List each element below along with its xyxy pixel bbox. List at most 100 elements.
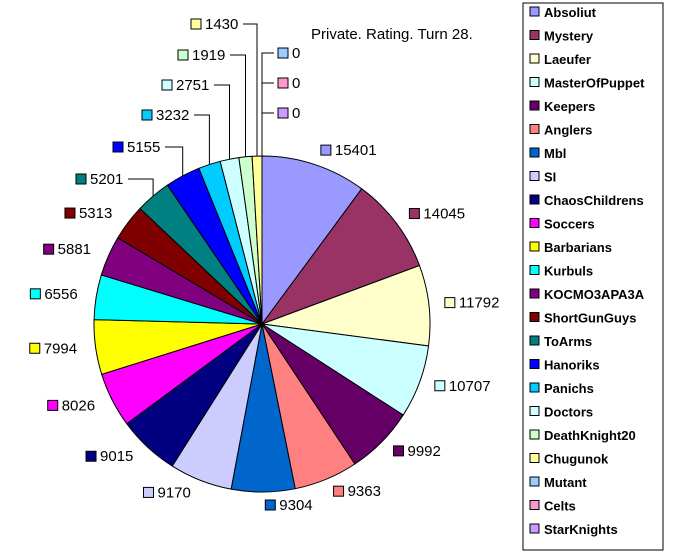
- data-label-swatch: [444, 297, 456, 309]
- data-label-value: 2751: [176, 77, 209, 94]
- legend-label: Absoliut: [544, 5, 597, 20]
- legend-label: Mystery: [544, 29, 594, 44]
- leader-line: [243, 23, 258, 157]
- data-label-doctors: 2751: [161, 77, 209, 94]
- data-labels: 15401 14045 11792 10707 9992 9363 9304 9170 9015…: [29, 16, 499, 514]
- data-label-hanoriks: 5155: [112, 139, 160, 156]
- legend-item-shortgunguys: ShortGunGuys: [529, 311, 636, 326]
- data-label-mystery: 14045: [408, 206, 465, 223]
- legend-swatch: [529, 124, 540, 134]
- legend-label: Celts: [544, 499, 576, 514]
- legend-swatch: [529, 476, 540, 487]
- data-label-kurbuls: 6556: [29, 286, 78, 303]
- data-label-swatch: [320, 144, 332, 156]
- legend-item-kocmo3apa3a: KOCMO3APA3A: [529, 287, 645, 302]
- legend-item-panichs: Panichs: [529, 381, 594, 396]
- chart-title: Private. Rating. Turn 28.: [311, 26, 473, 43]
- data-label-swatch: [75, 173, 87, 185]
- legend-item-doctors: Doctors: [529, 405, 593, 420]
- legend-swatch: [529, 429, 540, 440]
- legend-box: [522, 2, 664, 551]
- legend-swatch: [529, 523, 540, 534]
- data-label-swatch: [333, 485, 345, 497]
- legend-item-hanoriks: Hanoriks: [529, 358, 600, 373]
- data-label-barbarians: 7994: [29, 340, 77, 357]
- legend-label: Laeufer: [544, 52, 591, 67]
- legend-item-anglers: Anglers: [529, 123, 592, 138]
- data-label-swatch: [29, 288, 41, 300]
- legend-swatch: [529, 288, 540, 299]
- legend-swatch: [529, 406, 540, 416]
- data-label-value: 8026: [62, 397, 95, 414]
- legend-swatch: [529, 6, 540, 17]
- data-label-swatch: [141, 109, 153, 121]
- data-label-swatch: [43, 243, 55, 255]
- legend-item-laeufer: Laeufer: [529, 52, 591, 67]
- legend-item-barbarians: Barbarians: [529, 240, 612, 255]
- data-label-value: 0: [292, 45, 300, 62]
- data-label-value: 9304: [279, 497, 312, 514]
- data-label-starknights: 0: [277, 105, 300, 122]
- data-label-mbl: 9304: [264, 497, 313, 514]
- data-label-value: 1919: [192, 47, 225, 64]
- legend-swatch: [529, 453, 540, 463]
- data-label-swatch: [142, 486, 154, 498]
- data-label-mutant: 0: [277, 45, 300, 62]
- data-label-swatch: [85, 450, 97, 462]
- legend-swatch: [529, 171, 540, 181]
- legend-label: Panichs: [544, 381, 594, 396]
- data-label-swatch: [161, 79, 173, 91]
- legend-label: Doctors: [544, 405, 593, 420]
- data-label-value: 15401: [335, 142, 377, 159]
- data-label-value: 9992: [407, 443, 440, 460]
- legend-swatch: [529, 77, 540, 87]
- legend-item-mbl: Mbl: [529, 146, 566, 161]
- legend-swatch: [529, 100, 540, 111]
- data-label-laeufer: 11792: [444, 295, 499, 312]
- legend-item-soccers: Soccers: [529, 217, 595, 232]
- data-label-swatch: [434, 380, 446, 392]
- data-label-swatch: [277, 107, 289, 119]
- legend-label: Kurbuls: [544, 264, 593, 279]
- data-label-value: 7994: [44, 340, 77, 357]
- data-label-value: 6556: [44, 286, 77, 303]
- legend-label: Soccers: [544, 217, 595, 232]
- data-label-swatch: [29, 342, 41, 354]
- data-label-value: 5155: [127, 139, 160, 156]
- leader-line: [261, 112, 274, 156]
- data-label-swatch: [408, 208, 420, 220]
- legend-swatch: [529, 382, 540, 393]
- legend-item-si: SI: [529, 170, 556, 185]
- legend: Absoliut Mystery Laeufer MasterOfPuppet Keep…: [522, 2, 664, 551]
- label-leader-lines: [128, 23, 274, 197]
- legend-label: Chugunok: [544, 452, 609, 467]
- legend-swatch: [529, 335, 540, 346]
- legend-item-masterofpuppet: MasterOfPuppet: [529, 76, 645, 91]
- legend-label: ChaosChildrens: [544, 193, 644, 208]
- leader-line: [261, 82, 274, 156]
- legend-swatch: [529, 241, 540, 252]
- leader-line: [165, 146, 184, 176]
- leader-line: [214, 84, 230, 160]
- data-label-panichs: 3232: [141, 107, 189, 124]
- data-label-chaoschildrens: 9015: [85, 448, 133, 465]
- legend-label: DeathKnight20: [544, 428, 636, 443]
- data-label-swatch: [392, 445, 404, 457]
- legend-swatch: [529, 147, 540, 158]
- legend-item-toarms: ToArms: [529, 334, 592, 349]
- legend-item-kurbuls: Kurbuls: [529, 264, 593, 279]
- legend-label: Mutant: [544, 475, 587, 490]
- legend-label: ShortGunGuys: [544, 311, 636, 326]
- legend-swatch: [529, 53, 540, 64]
- legend-label: SI: [544, 170, 556, 185]
- leader-line: [128, 178, 154, 197]
- legend-label: StarKnights: [544, 522, 618, 537]
- legend-item-absoliut: Absoliut: [529, 5, 597, 20]
- legend-item-mutant: Mutant: [529, 475, 587, 490]
- data-label-swatch: [177, 49, 189, 61]
- data-label-swatch: [264, 499, 276, 511]
- data-label-shortgunguys: 5313: [64, 205, 112, 222]
- data-label-value: 10707: [449, 378, 491, 395]
- leader-line: [194, 114, 210, 165]
